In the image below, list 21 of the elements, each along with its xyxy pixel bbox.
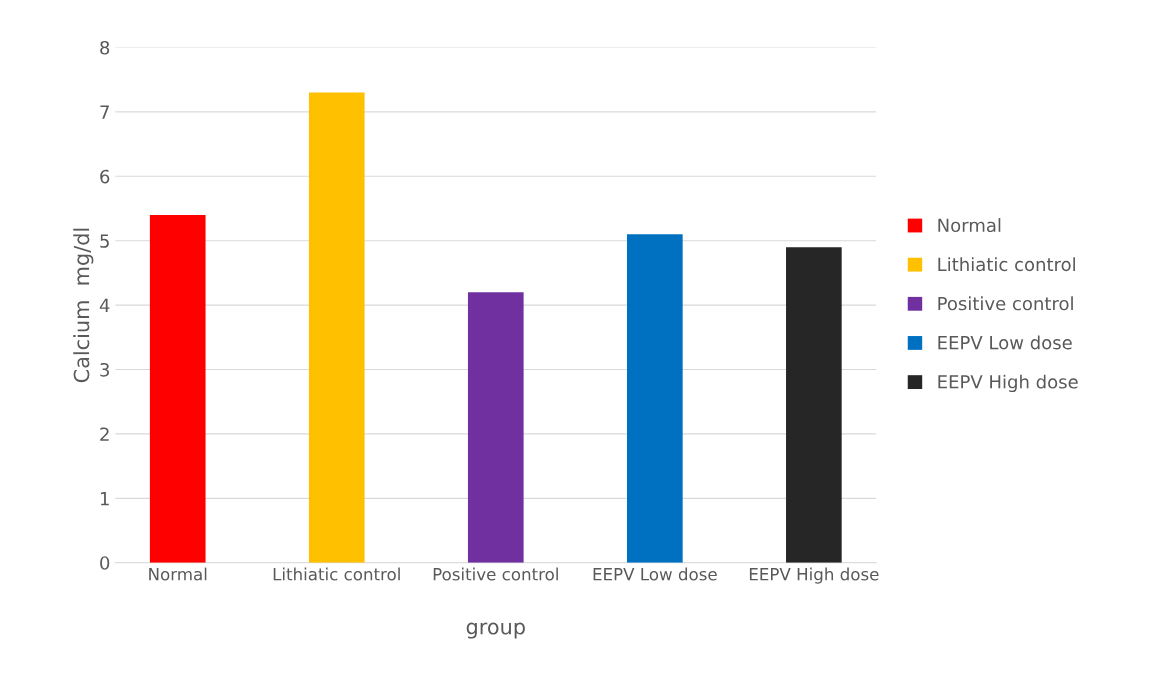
- y-tick-label: 8: [100, 40, 110, 55]
- x-axis-title: group: [466, 622, 525, 639]
- legend-label: Lithiatic control: [938, 257, 1075, 272]
- x-tick-label: EEPV High dose: [749, 567, 879, 584]
- y-axis-title: Calcium mg/dl: [73, 228, 94, 383]
- y-tick-label: 3: [100, 362, 109, 377]
- legend-label: EEPV High dose: [938, 374, 1078, 393]
- legend-label: Positive control: [938, 296, 1073, 311]
- y-tick-label: 1: [100, 492, 109, 506]
- x-tick-label: Normal: [149, 567, 207, 581]
- y-tick-label: 2: [100, 427, 109, 441]
- y-tick-label: 5: [100, 234, 109, 248]
- x-tick-label: Positive control: [433, 567, 558, 581]
- x-tick-label: Lithiatic control: [273, 567, 400, 581]
- legend-label: Normal: [938, 218, 1001, 233]
- y-tick-label: 0: [100, 556, 110, 570]
- y-tick-label: 6: [100, 169, 110, 184]
- legend-label: EEPV Low dose: [938, 335, 1072, 350]
- y-tick-label: 4: [99, 298, 110, 312]
- y-tick-label: 7: [100, 105, 109, 119]
- x-tick-label: EEPV Low dose: [593, 567, 717, 581]
